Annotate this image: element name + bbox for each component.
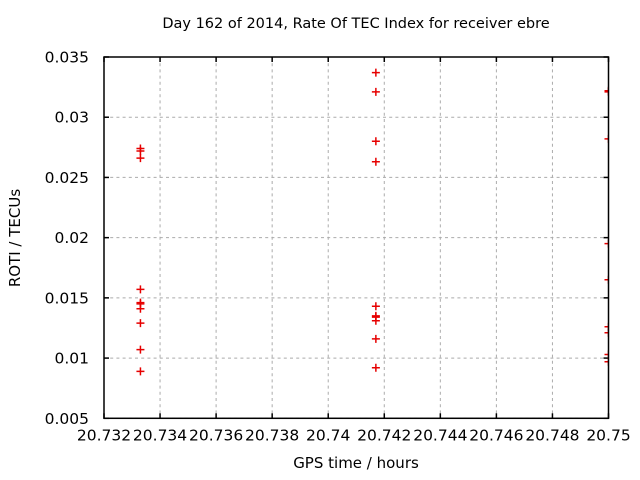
- plot-border: [103, 56, 610, 420]
- grid-layer: [103, 56, 609, 419]
- data-point-marker: [604, 328, 609, 337]
- y-tick-label: 0.025: [45, 169, 89, 187]
- x-tick-label: 20.746: [469, 427, 523, 445]
- data-point-marker: [604, 239, 609, 248]
- data-point-marker: [604, 134, 609, 143]
- x-tick-label: 20.736: [189, 427, 243, 445]
- data-point-marker: [371, 302, 380, 311]
- x-tick-label: 20.74: [306, 427, 350, 445]
- y-tick-label: 0.005: [45, 410, 89, 428]
- data-point-marker: [371, 137, 380, 146]
- data-point-marker: [136, 154, 145, 163]
- y-tick-label: 0.01: [54, 350, 89, 368]
- data-point-marker: [136, 319, 145, 328]
- x-tick-label: 20.748: [525, 427, 579, 445]
- chart-title: Day 162 of 2014, Rate Of TEC Index for r…: [162, 16, 549, 32]
- x-axis-label: GPS time / hours: [293, 454, 419, 472]
- data-point-marker: [371, 87, 380, 96]
- y-tick-label: 0.015: [45, 289, 89, 307]
- data-point-marker: [604, 86, 609, 95]
- y-tick-label: 0.035: [45, 49, 89, 67]
- data-point-marker: [604, 87, 609, 96]
- y-tick-label: 0.03: [54, 109, 89, 127]
- y-axis-label: ROTI / TECUs: [6, 189, 24, 287]
- data-point-marker: [136, 345, 145, 354]
- x-tick-label: 20.738: [245, 427, 299, 445]
- data-point-marker: [604, 350, 609, 359]
- data-points-layer: [136, 68, 609, 376]
- x-tick-label: 20.742: [357, 427, 411, 445]
- data-point-marker: [371, 316, 380, 325]
- tick-label-layer: 20.732 20.734 20.736 20.738 20.74 20.742 20.74…: [45, 49, 631, 445]
- data-point-marker: [604, 275, 609, 284]
- data-point-marker: [136, 146, 145, 155]
- data-point-marker: [136, 304, 145, 313]
- data-point-marker: [371, 68, 380, 77]
- x-tick-label: 20.732: [77, 427, 131, 445]
- data-point-marker: [136, 285, 145, 294]
- data-point-marker: [371, 363, 380, 372]
- data-point-marker: [604, 322, 609, 331]
- data-point-marker: [136, 367, 145, 376]
- data-point-marker: [371, 334, 380, 343]
- data-point-marker: [604, 357, 609, 366]
- data-point-marker: [371, 157, 380, 166]
- x-tick-label: 20.75: [586, 427, 630, 445]
- x-tick-label: 20.734: [133, 427, 187, 445]
- y-tick-label: 0.02: [54, 229, 89, 247]
- x-tick-label: 20.744: [413, 427, 467, 445]
